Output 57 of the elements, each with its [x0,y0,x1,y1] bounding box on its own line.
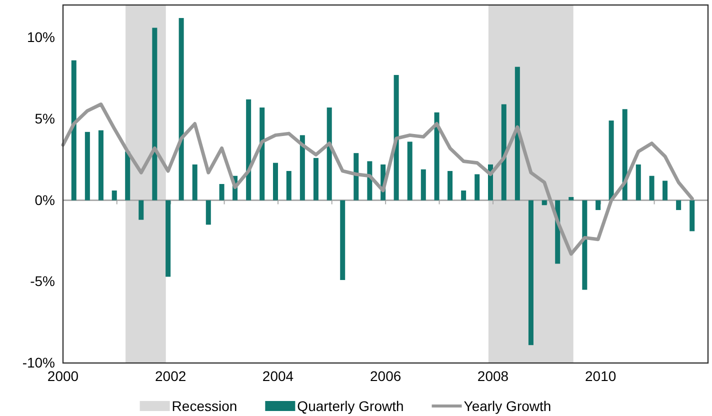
bar [676,200,682,210]
bar [286,170,292,200]
bar [690,200,695,232]
bar [662,180,668,200]
bar [568,197,574,200]
bar [71,60,76,200]
y-tick-label: -5% [30,273,55,290]
bar [313,158,318,200]
bar [354,153,359,200]
y-tick-label: 10% [26,29,55,46]
bar [542,200,547,206]
x-tick-label: 2002 [154,368,186,384]
bar [448,170,453,200]
y-tick-label: 0% [34,192,55,208]
bar [514,66,520,200]
bar [273,162,278,200]
x-tick-label: 2000 [47,368,79,384]
legend-label: Recession [172,398,238,414]
bar [152,28,158,200]
bar [125,151,130,200]
line-series [61,102,694,256]
bar [246,99,252,200]
bar [326,108,332,200]
bar [582,200,588,290]
bar [166,200,171,277]
bar [461,190,466,200]
bar [300,135,305,200]
bar [434,112,440,200]
bar [98,130,104,200]
bar [596,200,601,210]
bar [192,164,198,200]
bar [178,18,184,200]
bar [474,174,480,200]
bar [138,200,144,220]
bar [420,169,426,200]
x-tick-label: 2004 [262,368,294,384]
bar [407,142,412,200]
bar [260,108,265,200]
legend-label: Quarterly Growth [297,398,404,414]
bar [394,74,399,200]
bar [219,184,224,200]
bar [608,120,614,200]
y-tick-label: 5% [34,110,55,126]
bar [84,132,90,200]
bar [636,164,641,200]
bar [340,200,346,280]
bar [622,109,628,200]
x-tick-label: 2010 [584,368,616,384]
bar [649,176,654,200]
legend-label: Yearly Growth [464,398,552,414]
bar [528,200,534,346]
bar [112,190,117,200]
y-tick-label: -10% [22,354,55,370]
x-tick-label: 2008 [477,368,509,384]
bar [206,200,211,225]
bar [501,104,506,200]
x-tick-label: 2006 [370,368,402,384]
